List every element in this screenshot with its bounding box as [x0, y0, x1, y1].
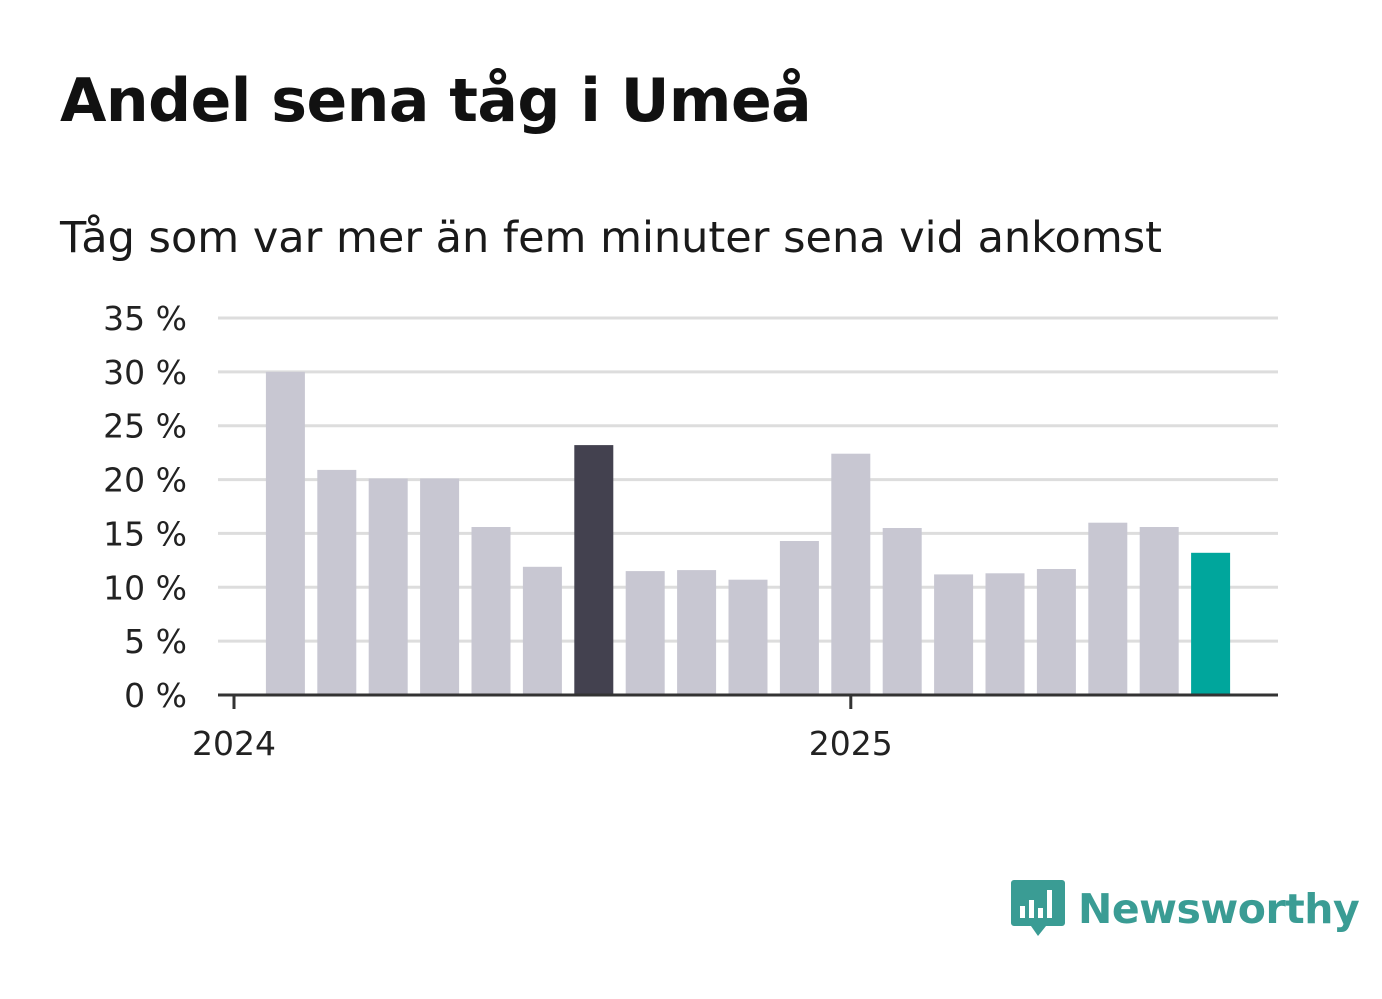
- y-tick-label: 15 %: [103, 514, 187, 553]
- y-tick-label: 25 %: [103, 407, 187, 446]
- bar-2025-06: [1088, 522, 1128, 695]
- bar-2024-11: [728, 579, 768, 695]
- bar-2025-02: [882, 528, 922, 695]
- brand-name: Newsworthy: [1078, 885, 1360, 933]
- y-tick-label: 10 %: [103, 568, 187, 607]
- bar-2025-05: [1036, 569, 1076, 695]
- bar-chart-speech-bubble-icon: [1011, 880, 1065, 936]
- bar-2024-12: [779, 541, 819, 695]
- chart-title: Andel sena tåg i Umeå: [60, 66, 812, 136]
- bar-2025-01: [831, 453, 871, 695]
- x-axis: [218, 693, 1278, 709]
- y-tick-label: 0 %: [124, 676, 187, 715]
- bar-2024-10: [677, 570, 717, 695]
- bar-2025-03: [934, 574, 974, 695]
- y-tick-label: 5 %: [124, 622, 187, 661]
- y-tick-label: 20 %: [103, 461, 187, 500]
- bar-2025-07: [1139, 527, 1179, 695]
- x-tick-label: 2025: [809, 724, 893, 763]
- bar-2024-06: [471, 527, 511, 695]
- bar-2024-09: [625, 571, 665, 695]
- y-tick-label: 30 %: [103, 353, 187, 392]
- bar-2025-08: [1191, 552, 1231, 695]
- bar-2024-02: [265, 371, 305, 695]
- y-tick-label: 35 %: [103, 299, 187, 338]
- bar-2025-04: [985, 573, 1025, 695]
- x-axis-tick-labels: 2024 2025: [192, 724, 893, 763]
- bar-2024-04: [368, 478, 408, 695]
- bar-2024-03: [317, 469, 357, 695]
- chart-subtitle: Tåg som var mer än fem minuter sena vid …: [60, 213, 1163, 263]
- bar-2024-05: [420, 478, 460, 695]
- bar-2024-07: [522, 566, 562, 695]
- bar-2024-08: [574, 445, 614, 695]
- y-axis-tick-labels: 0 % 5 % 10 % 15 % 20 % 25 % 30 % 35 %: [103, 299, 187, 715]
- bars: [265, 371, 1231, 695]
- newsworthy-logo: Newsworthy: [1010, 876, 1360, 942]
- x-tick-label: 2024: [192, 724, 276, 763]
